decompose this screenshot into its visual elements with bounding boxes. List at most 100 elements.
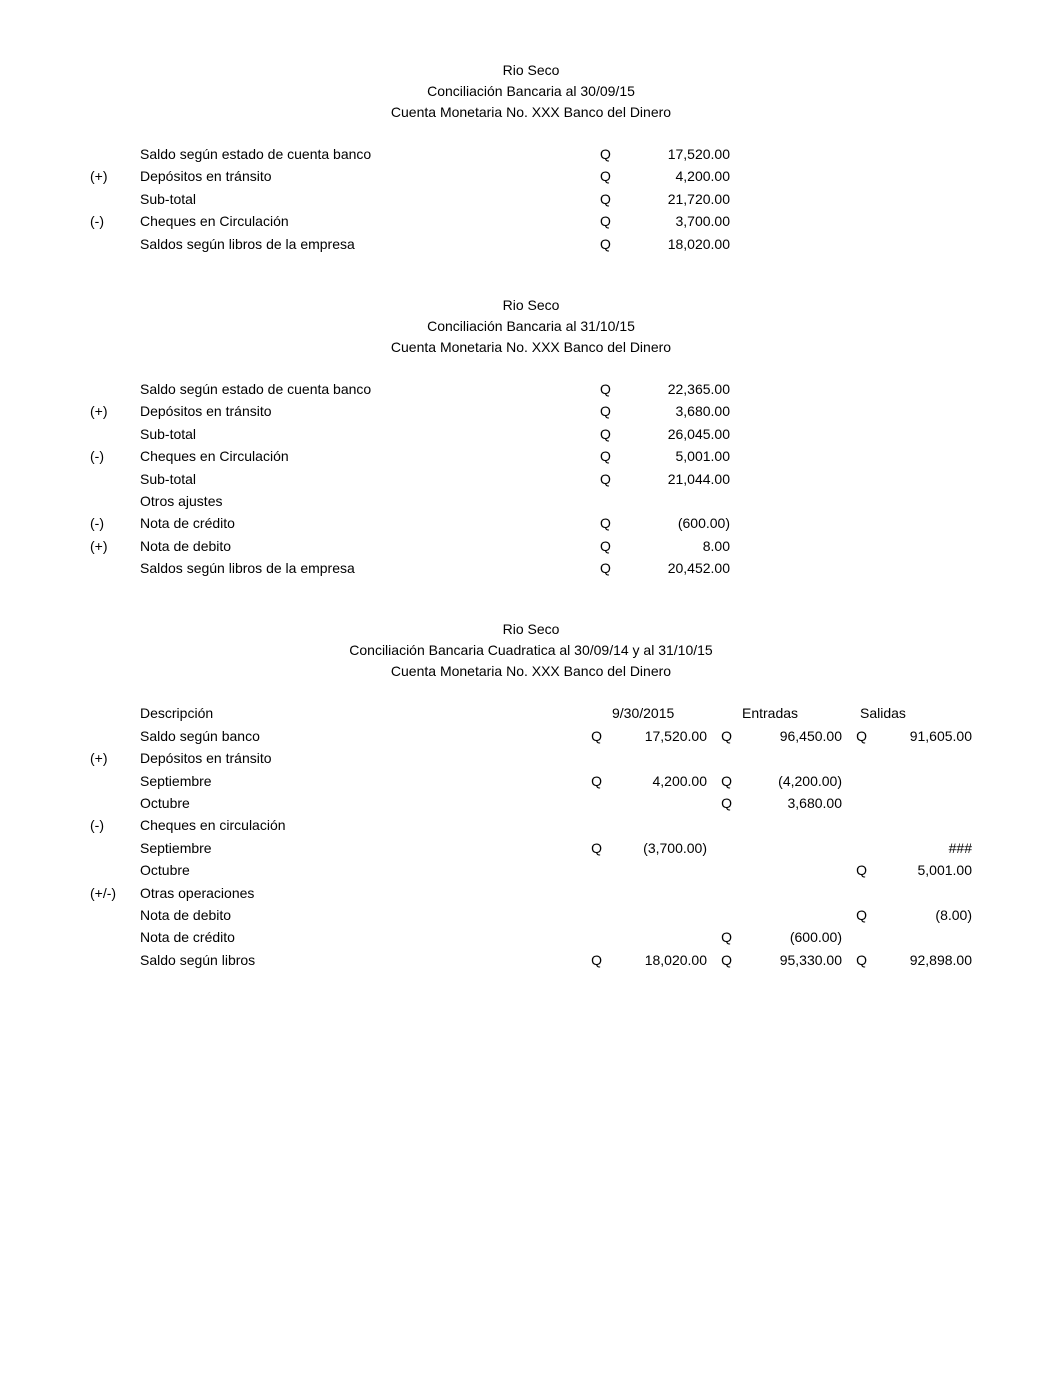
section3-header-row: Descripción 9/30/2015 Entradas Salidas bbox=[90, 702, 972, 724]
section1-row: Saldos según libros de la empresaQ18,020… bbox=[90, 233, 730, 255]
section2-row: (+)Nota de debitoQ8.00 bbox=[90, 535, 730, 557]
section3-row: OctubreQ5,001.00 bbox=[90, 859, 972, 881]
row-desc: Cheques en Circulación bbox=[140, 210, 600, 232]
row-desc: Nota de crédito bbox=[140, 512, 600, 534]
row-cur3: Q bbox=[842, 904, 867, 926]
row-val2: 95,330.00 bbox=[732, 949, 842, 971]
section3-title-report: Conciliación Bancaria Cuadratica al 30/0… bbox=[90, 640, 972, 661]
row-currency: Q bbox=[600, 512, 630, 534]
row-val1: 17,520.00 bbox=[602, 725, 707, 747]
row-desc: Depósitos en tránsito bbox=[140, 747, 577, 769]
row-val3: 91,605.00 bbox=[867, 725, 972, 747]
row-desc: Octubre bbox=[140, 859, 577, 881]
row-sign: (-) bbox=[90, 210, 140, 232]
header-col1: 9/30/2015 bbox=[602, 702, 707, 724]
row-cur1: Q bbox=[577, 949, 602, 971]
reconciliation-section-2: Rio Seco Conciliación Bancaria al 31/10/… bbox=[90, 295, 972, 580]
section1-header: Rio Seco Conciliación Bancaria al 30/09/… bbox=[90, 60, 972, 123]
row-desc: Saldos según libros de la empresa bbox=[140, 233, 600, 255]
row-val1: 18,020.00 bbox=[602, 949, 707, 971]
row-amount: 21,720.00 bbox=[630, 188, 730, 210]
row-desc: Saldo según banco bbox=[140, 725, 577, 747]
row-cur3: Q bbox=[842, 949, 867, 971]
row-amount: 17,520.00 bbox=[630, 143, 730, 165]
section2-row: Sub-totalQ21,044.00 bbox=[90, 468, 730, 490]
row-desc: Depósitos en tránsito bbox=[140, 165, 600, 187]
row-desc: Octubre bbox=[140, 792, 577, 814]
row-desc: Saldo según estado de cuenta banco bbox=[140, 143, 600, 165]
row-val3: 5,001.00 bbox=[867, 859, 972, 881]
row-amount: 26,045.00 bbox=[630, 423, 730, 445]
row-desc: Saldo según libros bbox=[140, 949, 577, 971]
row-currency: Q bbox=[600, 210, 630, 232]
row-sign: (+) bbox=[90, 535, 140, 557]
row-sign: (-) bbox=[90, 512, 140, 534]
header-col3: Salidas bbox=[842, 702, 972, 724]
row-amount: 5,001.00 bbox=[630, 445, 730, 467]
section1-row: (+)Depósitos en tránsitoQ4,200.00 bbox=[90, 165, 730, 187]
row-currency: Q bbox=[600, 233, 630, 255]
row-sign: (-) bbox=[90, 814, 140, 836]
row-desc: Septiembre bbox=[140, 770, 577, 792]
row-sign: (+) bbox=[90, 165, 140, 187]
section2-header: Rio Seco Conciliación Bancaria al 31/10/… bbox=[90, 295, 972, 358]
row-val3: (8.00) bbox=[867, 904, 972, 926]
row-currency: Q bbox=[600, 468, 630, 490]
row-currency: Q bbox=[600, 445, 630, 467]
row-cur1: Q bbox=[577, 770, 602, 792]
section2-row: Otros ajustes bbox=[90, 490, 730, 512]
section2-title-account: Cuenta Monetaria No. XXX Banco del Diner… bbox=[90, 337, 972, 358]
section3-row: (+)Depósitos en tránsito bbox=[90, 747, 972, 769]
row-currency: Q bbox=[600, 535, 630, 557]
row-sign: (-) bbox=[90, 445, 140, 467]
row-sign: (+/-) bbox=[90, 882, 140, 904]
row-cur2: Q bbox=[707, 949, 732, 971]
row-amount: 22,365.00 bbox=[630, 378, 730, 400]
section3-row: Saldo según bancoQ17,520.00Q96,450.00Q91… bbox=[90, 725, 972, 747]
section3-row: Nota de debito Q(8.00) bbox=[90, 904, 972, 926]
section3-row: Saldo según librosQ18,020.00Q95,330.00Q9… bbox=[90, 949, 972, 971]
row-cur1: Q bbox=[577, 725, 602, 747]
section1-title-company: Rio Seco bbox=[90, 60, 972, 81]
section3-title-account: Cuenta Monetaria No. XXX Banco del Diner… bbox=[90, 661, 972, 682]
row-desc: Cheques en circulación bbox=[140, 814, 577, 836]
header-desc-col: Descripción bbox=[140, 702, 577, 724]
row-sign: (+) bbox=[90, 400, 140, 422]
row-val3: 92,898.00 bbox=[867, 949, 972, 971]
row-desc: Otros ajustes bbox=[140, 490, 600, 512]
section3-row: SeptiembreQ(3,700.00)### bbox=[90, 837, 972, 859]
row-desc: Sub-total bbox=[140, 188, 600, 210]
row-val2: 3,680.00 bbox=[732, 792, 842, 814]
section1-row: Sub-totalQ21,720.00 bbox=[90, 188, 730, 210]
row-amount: 8.00 bbox=[630, 535, 730, 557]
section2-row: Saldos según libros de la empresaQ20,452… bbox=[90, 557, 730, 579]
row-desc: Sub-total bbox=[140, 468, 600, 490]
row-cur3: Q bbox=[842, 725, 867, 747]
section3-header: Rio Seco Conciliación Bancaria Cuadratic… bbox=[90, 619, 972, 682]
section1-rows: Saldo según estado de cuenta bancoQ17,52… bbox=[90, 143, 730, 255]
row-desc: Septiembre bbox=[140, 837, 577, 859]
row-amount: 4,200.00 bbox=[630, 165, 730, 187]
row-desc: Nota de debito bbox=[140, 904, 577, 926]
section2-title-report: Conciliación Bancaria al 31/10/15 bbox=[90, 316, 972, 337]
row-val2: 96,450.00 bbox=[732, 725, 842, 747]
header-col2: Entradas bbox=[732, 702, 842, 724]
row-desc: Saldos según libros de la empresa bbox=[140, 557, 600, 579]
row-currency: Q bbox=[600, 188, 630, 210]
section3-row: (+/-)Otras operaciones bbox=[90, 882, 972, 904]
row-desc: Nota de crédito bbox=[140, 926, 577, 948]
section3-row: (-)Cheques en circulación bbox=[90, 814, 972, 836]
row-val2: (600.00) bbox=[732, 926, 842, 948]
row-desc: Otras operaciones bbox=[140, 882, 577, 904]
section2-rows: Saldo según estado de cuenta bancoQ22,36… bbox=[90, 378, 730, 580]
row-cur2: Q bbox=[707, 792, 732, 814]
row-amount: 3,700.00 bbox=[630, 210, 730, 232]
section1-title-account: Cuenta Monetaria No. XXX Banco del Diner… bbox=[90, 102, 972, 123]
row-currency: Q bbox=[600, 143, 630, 165]
section2-title-company: Rio Seco bbox=[90, 295, 972, 316]
section1-row: Saldo según estado de cuenta bancoQ17,52… bbox=[90, 143, 730, 165]
row-val3: ### bbox=[867, 837, 972, 859]
row-amount: 21,044.00 bbox=[630, 468, 730, 490]
row-val1: 4,200.00 bbox=[602, 770, 707, 792]
row-amount: (600.00) bbox=[630, 512, 730, 534]
